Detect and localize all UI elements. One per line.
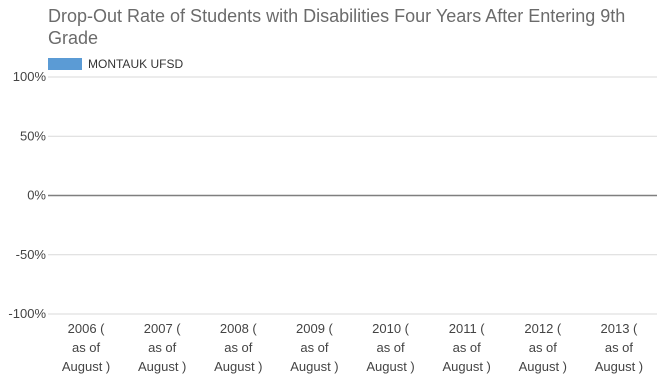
y-tick-label: 0% [27,188,46,203]
legend: MONTAUK UFSD [48,56,183,72]
x-tick-label: 2012 (as of August ) [519,321,567,374]
x-tick-label: 2010 (as of August ) [366,321,414,374]
x-tick-label: 2011 (as of August ) [442,321,490,374]
x-tick-label: 2008 (as of August ) [214,321,262,374]
y-tick-label: -100% [8,306,46,321]
chart-title: Drop-Out Rate of Students with Disabilit… [48,6,626,48]
x-tick-label: 2007 (as of August ) [138,321,186,374]
y-axis-ticks: 100% 50% 0% -50% -100% [8,69,46,321]
legend-label: MONTAUK UFSD [88,57,184,71]
x-tick-label: 2006 (as of August ) [62,321,110,374]
legend-swatch [48,58,82,70]
y-tick-label: -50% [16,247,47,262]
x-axis-ticks: 2006 (as of August ) 2007 (as of August ) 20… [62,321,643,374]
x-tick-label: 2009 (as of August ) [290,321,338,374]
x-tick-label: 2013 (as of August ) [595,321,643,374]
y-tick-label: 100% [13,69,47,84]
gridlines [48,76,657,315]
y-tick-label: 50% [20,128,46,143]
